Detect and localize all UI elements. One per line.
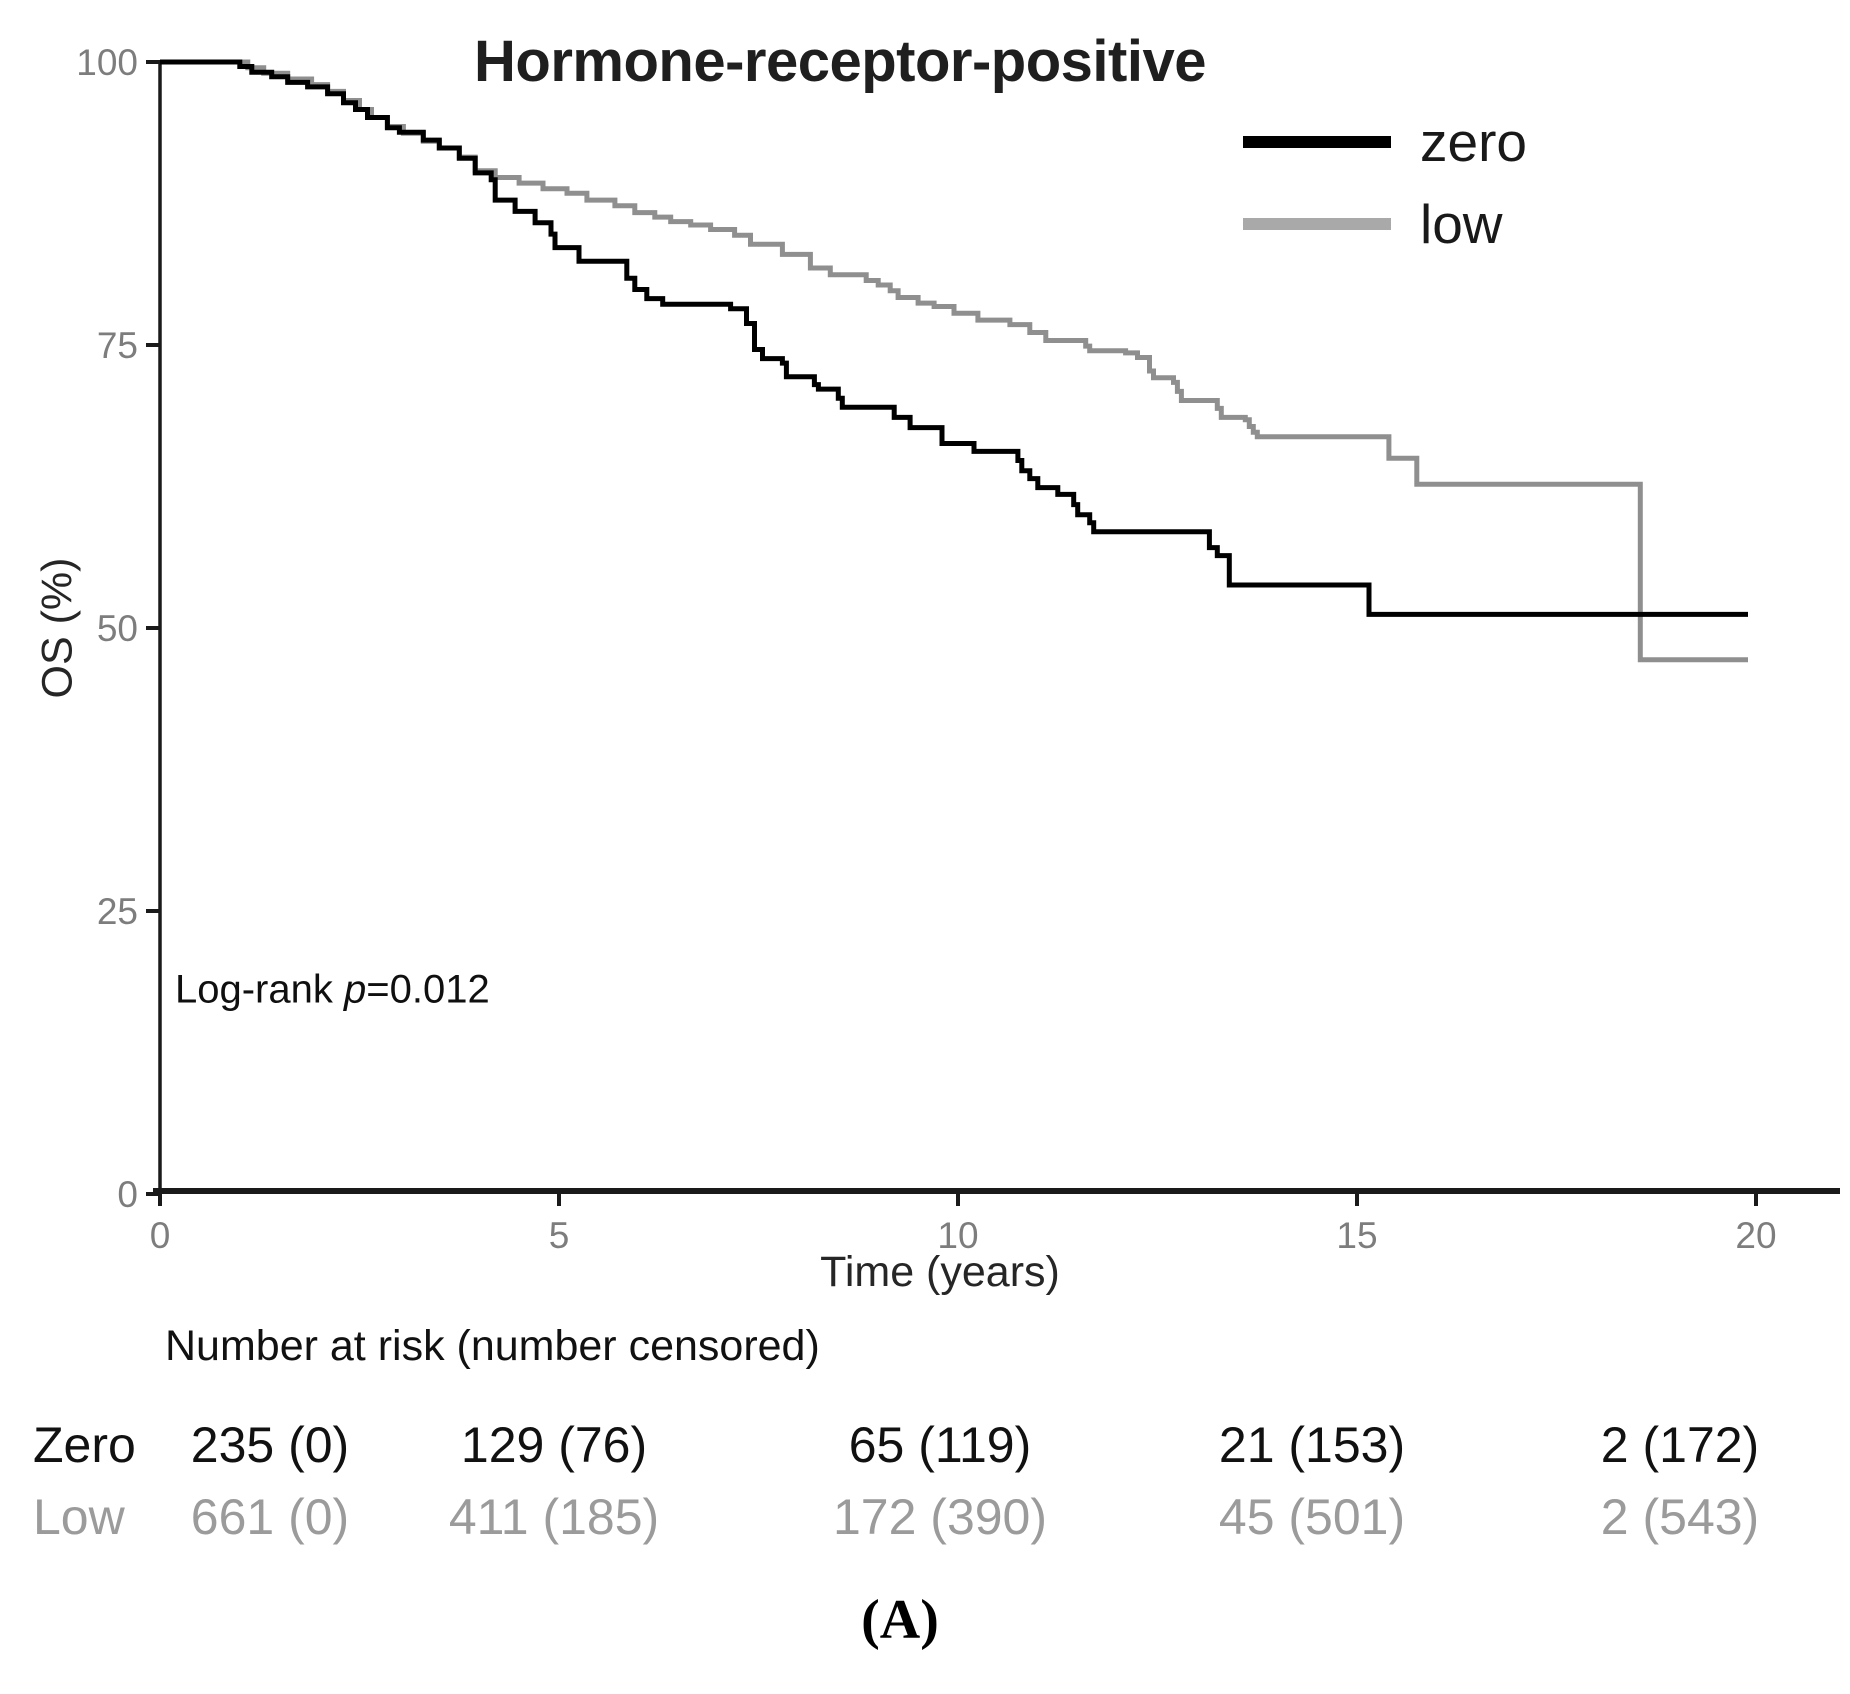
y-tick-label: 25	[97, 891, 138, 932]
y-tick-label: 100	[76, 42, 138, 83]
x-axis-title: Time (years)	[820, 1248, 1060, 1296]
logrank-value: =0.012	[366, 967, 490, 1012]
legend-swatch-zero	[1243, 136, 1391, 148]
risk-value: 172 (390)	[832, 1489, 1048, 1545]
survival-curve-zero	[160, 59, 1748, 617]
risk-value: 661 (0)	[190, 1489, 350, 1545]
y-tick-label: 0	[117, 1174, 138, 1215]
survival-curve-low	[160, 59, 1748, 663]
legend-label-low: low	[1420, 193, 1503, 255]
y-axis-title: OS (%)	[33, 557, 82, 699]
risk-value: 45 (501)	[1218, 1489, 1406, 1545]
y-tick-label: 50	[97, 608, 138, 649]
logrank-p-symbol: p	[343, 967, 367, 1012]
risk-value: 2 (543)	[1600, 1489, 1760, 1545]
logrank-prefix: Log-rank	[175, 967, 344, 1012]
risk-value: 2 (172)	[1600, 1417, 1760, 1473]
risk-table-header: Number at risk (number censored)	[165, 1322, 820, 1370]
logrank-annotation: Log-rank p=0.012	[175, 968, 490, 1013]
risk-value: 235 (0)	[190, 1417, 350, 1473]
risk-value: 411 (185)	[448, 1489, 660, 1545]
risk-row-label-low: Low	[33, 1489, 125, 1545]
legend-label-zero: zero	[1420, 111, 1527, 173]
chart-title: Hormone-receptor-positive	[474, 29, 1206, 94]
risk-row-label-zero: Zero	[33, 1417, 136, 1473]
panel-caption: (A)	[861, 1589, 939, 1651]
risk-value: 65 (119)	[848, 1417, 1032, 1473]
risk-value: 129 (76)	[460, 1417, 648, 1473]
x-tick-label: 5	[549, 1215, 570, 1256]
x-tick-label: 0	[150, 1215, 171, 1256]
legend-swatch-low	[1243, 218, 1391, 230]
x-tick-label: 20	[1735, 1215, 1776, 1256]
x-tick-label: 15	[1336, 1215, 1377, 1256]
risk-value: 21 (153)	[1218, 1417, 1406, 1473]
x-tick-label: 10	[937, 1215, 978, 1256]
y-tick-label: 75	[97, 325, 138, 366]
